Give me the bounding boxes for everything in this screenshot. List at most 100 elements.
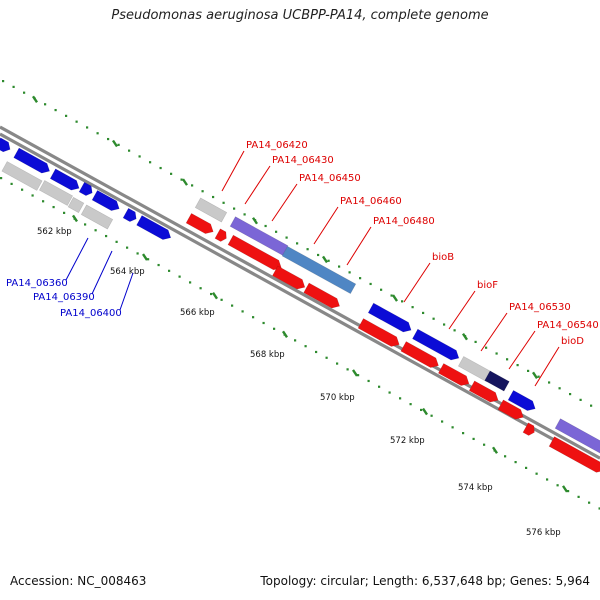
gene-feature-forward (136, 215, 172, 240)
tick-dot (23, 91, 26, 94)
gene-leader-line (271, 183, 298, 222)
gene-label: PA14_06420 (246, 140, 308, 151)
tick-dot (2, 80, 5, 83)
tick-dot (504, 455, 507, 458)
major-tick (492, 446, 498, 454)
tick-dot (189, 281, 192, 284)
gene-feature-steel (281, 245, 357, 295)
tick-dot (168, 269, 171, 272)
gene-feature-pseudo (457, 356, 493, 382)
tick-dot (12, 85, 15, 88)
tick-dot (556, 484, 559, 487)
gene-label: PA14_06450 (299, 173, 361, 184)
tick-dot (399, 397, 402, 400)
gene-label: PA14_06530 (509, 302, 571, 313)
tick-dot (369, 282, 372, 286)
tick-dot (191, 184, 194, 187)
tick-dot (506, 358, 509, 361)
tick-dot (367, 379, 370, 383)
tick-dot (157, 263, 160, 267)
tick-dot (199, 287, 202, 290)
tick-dot (128, 149, 131, 152)
gene-feature-forward (122, 207, 137, 223)
gene-feature-reverse (548, 436, 600, 473)
tick-dot (548, 381, 551, 384)
gene-feature-reverse (522, 422, 535, 436)
major-tick (352, 369, 358, 377)
major-tick (252, 217, 258, 225)
gene-feature-reverse (272, 265, 306, 290)
genome-summary-text: Topology: circular; Length: 6,537,648 bp… (260, 574, 590, 588)
major-tick (32, 95, 38, 103)
tick-row-lower (0, 177, 600, 510)
tick-dot (315, 350, 318, 354)
tick-dot (525, 466, 528, 469)
major-tick (322, 255, 328, 264)
tick-dot (348, 271, 351, 274)
gene-feature-reverse (468, 380, 499, 403)
tick-dot (338, 265, 341, 268)
gene-label: PA14_06480 (373, 216, 435, 227)
gene-feature-forward (91, 190, 120, 212)
major-tick (282, 330, 288, 338)
tick-dot (138, 155, 141, 158)
tick-dot (388, 391, 391, 394)
tick-dot (31, 194, 34, 197)
tick-label: 566 kbp (180, 308, 215, 318)
gene-feature-forward (412, 328, 460, 361)
gene-leader-line (508, 330, 536, 370)
tick-dot (537, 375, 540, 378)
tick-dot (285, 236, 288, 239)
tick-dot (126, 246, 129, 249)
gene-feature-forward (507, 390, 536, 412)
tick-dot (252, 316, 255, 319)
tick-dot (483, 443, 486, 446)
gene-feature-reverse (437, 363, 470, 386)
tick-dot (178, 275, 181, 278)
tick-dot (273, 327, 276, 330)
genome-title: Pseudomonas aeruginosa UCBPP-PA14, compl… (111, 8, 489, 23)
tick-dot (590, 404, 593, 407)
tick-dot (180, 178, 183, 181)
tick-label: 564 kbp (110, 267, 145, 277)
tick-dot (170, 172, 173, 175)
gene-leader-line (244, 165, 271, 205)
tick-dot (262, 321, 265, 325)
tick-dot (411, 306, 414, 309)
tick-dot (86, 126, 89, 129)
major-tick (392, 294, 398, 302)
gene-feature-pseudo (38, 180, 74, 206)
gene-label: PA14_06460 (340, 196, 402, 207)
tick-dot (44, 103, 47, 106)
tick-dot (210, 292, 213, 296)
tick-dot (451, 426, 454, 429)
tick-dot (390, 294, 393, 297)
tick-dot (264, 224, 267, 228)
tick-dot (527, 369, 530, 372)
tick-dot (567, 489, 570, 493)
backbone-line-upper (0, 125, 600, 460)
tick-dot (105, 234, 108, 238)
gene-feature-reverse (357, 318, 400, 347)
tick-dot (432, 317, 435, 320)
tick-dot (115, 240, 118, 243)
gene-leader-line (480, 312, 508, 352)
tick-dot (294, 339, 297, 342)
gene-label: bioD (561, 336, 584, 347)
tick-label: 576 kbp (526, 528, 561, 538)
tick-dot (472, 437, 475, 441)
tick-dot (10, 182, 13, 185)
tick-dot (243, 213, 246, 216)
gene-leader-line (403, 262, 431, 303)
tick-dot (577, 495, 580, 498)
tick-label: 574 kbp (458, 483, 493, 493)
gene-feature-forward (0, 137, 11, 153)
gene-feature-purple (554, 418, 600, 458)
gene-feature-reverse (400, 341, 439, 368)
gene-feature-forward (13, 147, 51, 174)
tick-dot (569, 392, 572, 396)
tick-dot (357, 374, 360, 377)
tick-label: 572 kbp (390, 436, 425, 446)
tick-dot (42, 200, 45, 203)
